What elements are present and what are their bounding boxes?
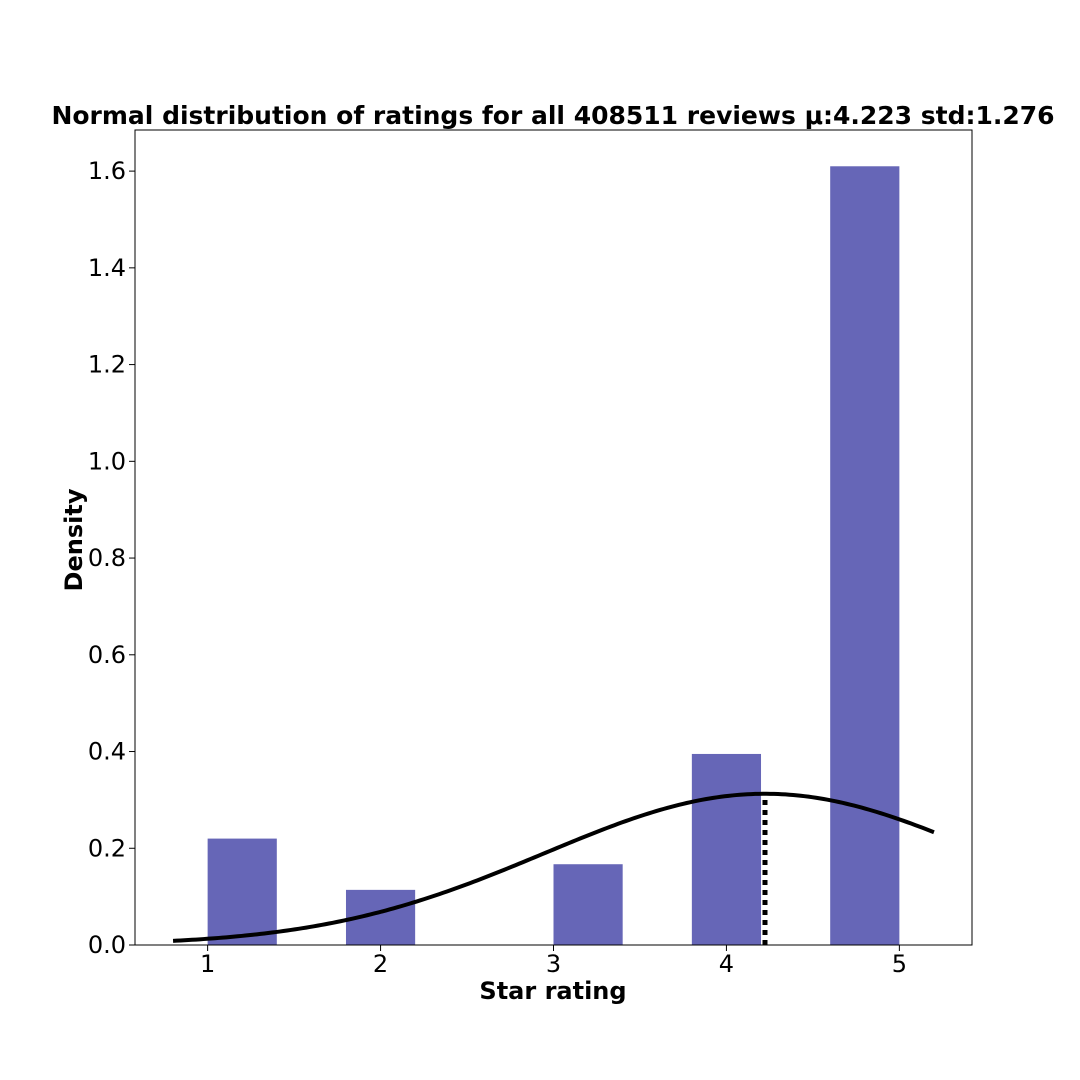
bar-4 [691, 753, 762, 945]
normal-curve [172, 791, 935, 943]
x-tick-label: 3 [546, 950, 561, 978]
x-tick-label: 4 [719, 950, 734, 978]
x-axis: 1 2 3 4 5 [200, 945, 907, 978]
x-tick-label: 2 [373, 950, 388, 978]
y-tick-label: 0.0 [88, 931, 126, 959]
y-axis-label: Density [60, 488, 88, 591]
y-tick-label: 0.8 [88, 544, 126, 572]
y-tick-label: 0.6 [88, 641, 126, 669]
y-tick-label: 1.2 [88, 351, 126, 379]
bar-3 [553, 864, 623, 945]
bars [207, 166, 900, 945]
bar-5 [830, 166, 900, 945]
bar-1 [207, 838, 277, 945]
x-tick-label: 1 [200, 950, 215, 978]
normal-curve-layer [172, 791, 935, 945]
x-axis-label: Star rating [479, 977, 626, 1005]
x-tick-label: 5 [892, 950, 907, 978]
chart-title: Normal distribution of ratings for all 4… [51, 101, 1054, 130]
y-axis: 0.0 0.2 0.4 0.6 0.8 1.0 1.2 1.4 1.6 [88, 157, 135, 959]
y-tick-label: 1.6 [88, 157, 126, 185]
y-tick-label: 1.0 [88, 447, 126, 475]
y-tick-label: 1.4 [88, 254, 126, 282]
y-tick-label: 0.4 [88, 738, 126, 766]
y-tick-label: 0.2 [88, 834, 126, 862]
